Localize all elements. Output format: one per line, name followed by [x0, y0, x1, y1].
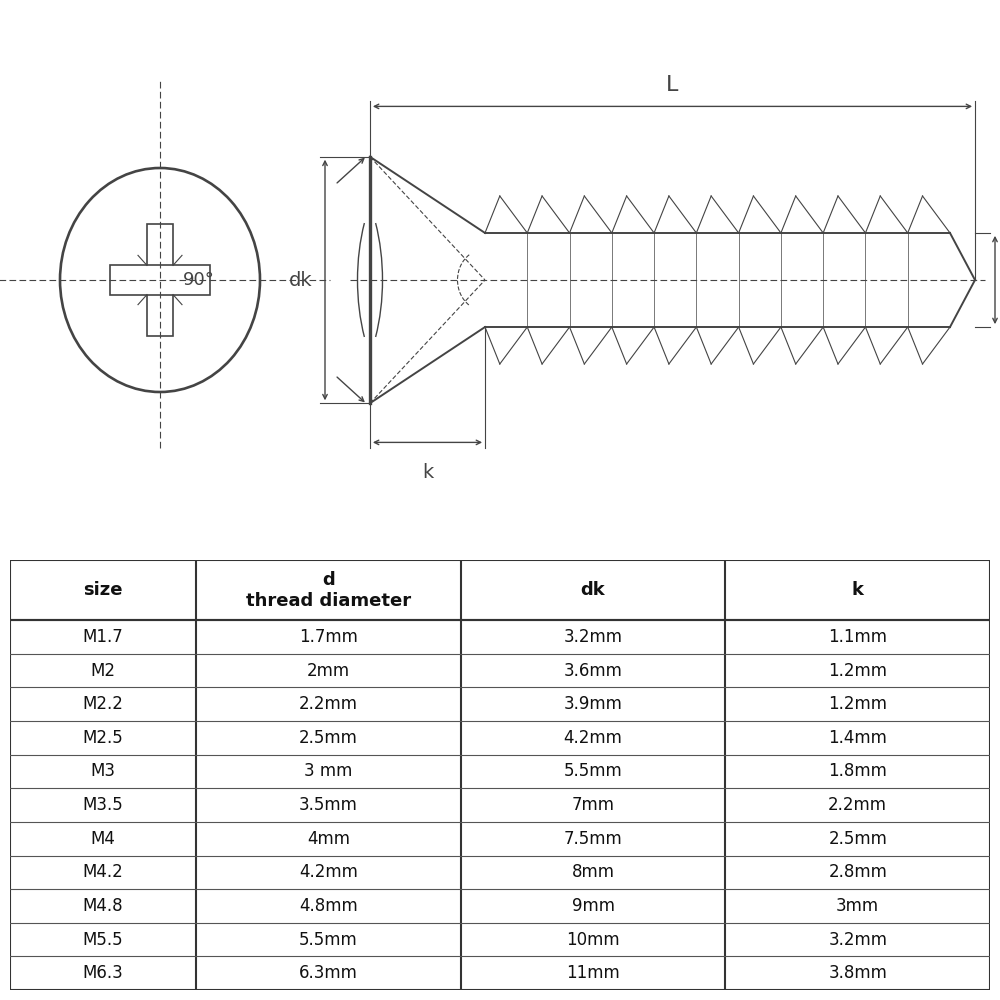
Text: 1.8mm: 1.8mm [828, 762, 887, 780]
Text: M5.5: M5.5 [83, 931, 123, 949]
Text: k: k [422, 463, 433, 482]
Text: 2mm: 2mm [307, 662, 350, 680]
Text: 5.5mm: 5.5mm [299, 931, 358, 949]
Text: 2.5mm: 2.5mm [299, 729, 358, 747]
Text: 2.2mm: 2.2mm [828, 796, 887, 814]
Text: 4.8mm: 4.8mm [299, 897, 358, 915]
Text: M4: M4 [91, 830, 116, 848]
Text: 4.2mm: 4.2mm [564, 729, 623, 747]
Text: 1.7mm: 1.7mm [299, 628, 358, 646]
Text: dk: dk [289, 270, 313, 290]
Text: 4.2mm: 4.2mm [299, 863, 358, 881]
Text: d
thread diameter: d thread diameter [246, 571, 411, 609]
Text: M4.8: M4.8 [83, 897, 123, 915]
Text: M1.7: M1.7 [83, 628, 123, 646]
Text: 1.2mm: 1.2mm [828, 695, 887, 713]
Text: 5.5mm: 5.5mm [564, 762, 622, 780]
Text: M3: M3 [91, 762, 116, 780]
Text: M2.2: M2.2 [83, 695, 124, 713]
Text: 2.2mm: 2.2mm [299, 695, 358, 713]
Text: 3.6mm: 3.6mm [564, 662, 623, 680]
Text: 3.2mm: 3.2mm [828, 931, 887, 949]
Text: 8mm: 8mm [572, 863, 615, 881]
Text: k: k [852, 581, 864, 599]
Text: 4mm: 4mm [307, 830, 350, 848]
Bar [10, 560, 990, 620]
Text: M4.2: M4.2 [83, 863, 123, 881]
Text: 3 mm: 3 mm [304, 762, 353, 780]
Text: L: L [666, 75, 679, 95]
Text: 3.8mm: 3.8mm [828, 964, 887, 982]
Polygon shape [147, 224, 173, 336]
Text: 3mm: 3mm [836, 897, 879, 915]
Text: M2.5: M2.5 [83, 729, 123, 747]
Text: M6.3: M6.3 [83, 964, 123, 982]
Text: 11mm: 11mm [566, 964, 620, 982]
Polygon shape [110, 265, 210, 295]
Text: 10mm: 10mm [566, 931, 620, 949]
Text: 1.2mm: 1.2mm [828, 662, 887, 680]
Text: 7mm: 7mm [572, 796, 615, 814]
Text: 1.4mm: 1.4mm [828, 729, 887, 747]
Text: 7.5mm: 7.5mm [564, 830, 622, 848]
Text: 2.5mm: 2.5mm [828, 830, 887, 848]
Text: 2.8mm: 2.8mm [828, 863, 887, 881]
Text: 90°: 90° [183, 271, 215, 289]
Text: 6.3mm: 6.3mm [299, 964, 358, 982]
Text: M3.5: M3.5 [83, 796, 123, 814]
Text: 9mm: 9mm [572, 897, 615, 915]
Text: M2: M2 [91, 662, 116, 680]
Text: dk: dk [581, 581, 605, 599]
Text: size: size [83, 581, 123, 599]
Text: 1.1mm: 1.1mm [828, 628, 887, 646]
Text: 3.2mm: 3.2mm [564, 628, 623, 646]
Text: 3.5mm: 3.5mm [299, 796, 358, 814]
Text: 3.9mm: 3.9mm [564, 695, 623, 713]
